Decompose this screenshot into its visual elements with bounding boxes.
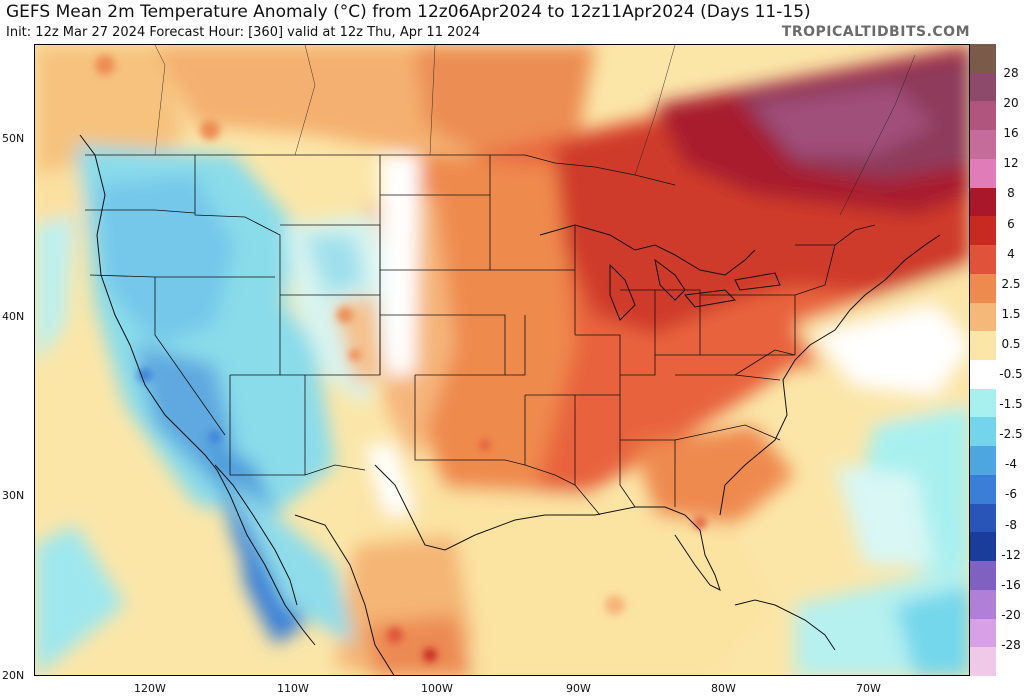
- lon-label-80w: 80W: [711, 682, 736, 695]
- lon-label-70w: 70W: [856, 682, 881, 695]
- colorbar-swatch: [970, 158, 996, 189]
- colorbar-swatch: [970, 331, 996, 361]
- colorbar-swatch: [970, 446, 996, 476]
- colorbar-label: 1.5: [1001, 306, 1021, 321]
- colorbar-swatch: [970, 561, 996, 591]
- colorbar-label: 20: [1003, 96, 1019, 111]
- lon-label-100w: 100W: [421, 682, 453, 695]
- anomaly-map: [35, 45, 969, 675]
- colorbar-swatch: [970, 532, 996, 562]
- colorbar: [970, 44, 996, 677]
- lat-label-30n: 30N: [2, 489, 25, 502]
- colorbar-label: -8: [1005, 517, 1017, 532]
- colorbar-label: 2.5: [1001, 276, 1021, 291]
- colorbar-swatch: [970, 245, 996, 275]
- colorbar-swatch: [970, 388, 996, 418]
- anomaly-shading: [35, 45, 969, 675]
- lon-label-120w: 120W: [134, 682, 166, 695]
- state-borders: [85, 154, 876, 516]
- anomaly-detail: [95, 55, 706, 662]
- colorbar-swatch: [970, 273, 996, 304]
- colorbar-swatch: [970, 130, 996, 160]
- colorbar-label: -2.5: [999, 427, 1023, 442]
- colorbar-swatch: [970, 618, 996, 648]
- lon-label-110w: 110W: [277, 682, 309, 695]
- credit-label: TROPICALTIDBITS.COM: [781, 24, 970, 40]
- lat-label-20n: 20N: [2, 669, 25, 682]
- colorbar-label: -12: [1001, 547, 1021, 562]
- colorbar-swatch: [970, 216, 996, 246]
- map-subtitle: Init: 12z Mar 27 2024 Forecast Hour: [36…: [6, 25, 481, 40]
- colorbar-label: 16: [1003, 126, 1019, 141]
- colorbar-label: -16: [1001, 577, 1021, 592]
- colorbar-label: 12: [1003, 156, 1019, 171]
- colorbar-swatch: [970, 72, 996, 102]
- colorbar-label: -0.5: [999, 367, 1023, 382]
- colorbar-label: -28: [1001, 637, 1021, 652]
- colorbar-label: 0.5: [1001, 336, 1021, 351]
- colorbar-swatch: [970, 647, 996, 677]
- colorbar-swatch: [970, 589, 996, 620]
- colorbar-label: 4: [1007, 246, 1015, 261]
- colorbar-swatch: [970, 474, 996, 505]
- colorbar-label: 6: [1007, 216, 1015, 231]
- colorbar-label: -20: [1001, 607, 1021, 622]
- colorbar-label: 28: [1003, 66, 1019, 81]
- colorbar-swatch: [970, 503, 996, 533]
- lat-label-50n: 50N: [2, 132, 25, 145]
- map-panel[interactable]: [34, 44, 970, 676]
- colorbar-swatch: [970, 360, 996, 390]
- colorbar-label: -6: [1005, 487, 1017, 502]
- colorbar-swatch: [970, 187, 996, 217]
- map-title: GEFS Mean 2m Temperature Anomaly (°C) fr…: [6, 2, 811, 22]
- colorbar-swatch: [970, 44, 996, 74]
- canada-provinces: [154, 45, 916, 216]
- colorbar-label: 8: [1007, 186, 1015, 201]
- lon-label-90w: 90W: [566, 682, 591, 695]
- colorbar-swatch: [970, 417, 996, 447]
- lat-label-40n: 40N: [2, 310, 25, 323]
- colorbar-label: -4: [1005, 457, 1017, 472]
- colorbar-swatch: [970, 101, 996, 131]
- colorbar-label: -1.5: [999, 397, 1023, 412]
- colorbar-swatch: [970, 302, 996, 332]
